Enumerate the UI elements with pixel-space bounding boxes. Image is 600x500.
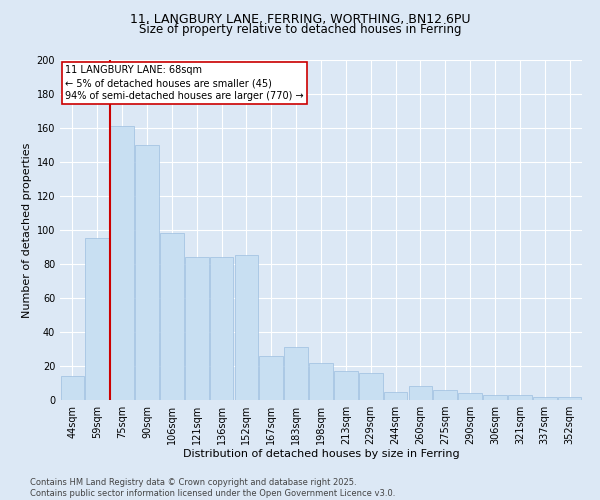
Bar bbox=[235, 256, 258, 400]
Bar bbox=[309, 362, 333, 400]
Bar bbox=[259, 356, 283, 400]
Text: 11 LANGBURY LANE: 68sqm
← 5% of detached houses are smaller (45)
94% of semi-det: 11 LANGBURY LANE: 68sqm ← 5% of detached… bbox=[65, 65, 304, 102]
Bar bbox=[433, 390, 457, 400]
Bar bbox=[110, 126, 134, 400]
Bar bbox=[508, 395, 532, 400]
Text: Size of property relative to detached houses in Ferring: Size of property relative to detached ho… bbox=[139, 22, 461, 36]
Y-axis label: Number of detached properties: Number of detached properties bbox=[22, 142, 32, 318]
Bar bbox=[284, 348, 308, 400]
Bar bbox=[558, 396, 581, 400]
Bar bbox=[458, 393, 482, 400]
Text: Contains HM Land Registry data © Crown copyright and database right 2025.
Contai: Contains HM Land Registry data © Crown c… bbox=[30, 478, 395, 498]
Bar bbox=[210, 257, 233, 400]
Bar bbox=[61, 376, 84, 400]
Bar bbox=[85, 238, 109, 400]
X-axis label: Distribution of detached houses by size in Ferring: Distribution of detached houses by size … bbox=[182, 448, 460, 458]
Bar bbox=[334, 371, 358, 400]
Bar bbox=[185, 257, 209, 400]
Bar bbox=[160, 234, 184, 400]
Bar bbox=[409, 386, 432, 400]
Bar bbox=[483, 395, 507, 400]
Text: 11, LANGBURY LANE, FERRING, WORTHING, BN12 6PU: 11, LANGBURY LANE, FERRING, WORTHING, BN… bbox=[130, 12, 470, 26]
Bar bbox=[384, 392, 407, 400]
Bar bbox=[533, 396, 557, 400]
Bar bbox=[359, 373, 383, 400]
Bar bbox=[135, 145, 159, 400]
